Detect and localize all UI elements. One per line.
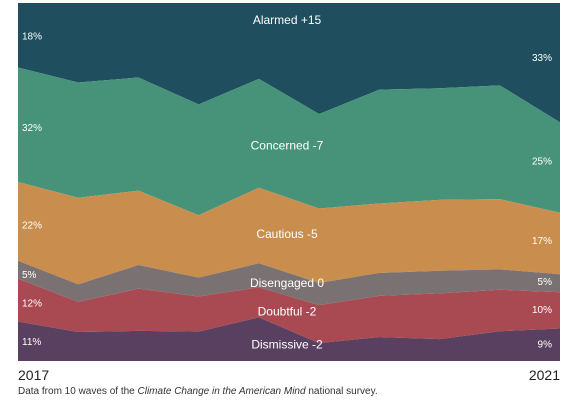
area-layers [18,3,560,361]
x-start-year-label: 2017 [18,367,49,383]
segment-label-cautious: Cautious -5 [256,227,318,241]
segment-label-dismissive: Dismissive -2 [251,337,323,351]
start-percent-alarmed: 18% [22,32,42,43]
start-percent-concerned: 32% [22,123,42,134]
end-percent-disengaged: 5% [538,277,553,288]
end-percent-alarmed: 33% [532,53,552,64]
source-footnote: Data from 10 waves of the Climate Change… [18,386,378,397]
start-percent-disengaged: 5% [22,270,37,281]
x-end-year-label: 2021 [529,367,560,383]
start-percent-doubtful: 12% [22,299,42,310]
segment-label-doubtful: Doubtful -2 [258,305,317,319]
segment-label-disengaged: Disengaged 0 [250,276,324,290]
start-percent-dismissive: 11% [22,337,41,348]
chart-labels: 18% 33% Alarmed +15 32% 25% Concerned -7 22% 17… [22,13,552,351]
area-concerned [18,67,560,216]
area-dismissive [18,317,560,361]
segment-label-concerned: Concerned -7 [251,139,324,153]
footnote-before: Data from 10 waves of the [18,386,138,397]
start-percent-cautious: 22% [22,221,42,232]
footnote-italic: Climate Change in the American Mind [137,386,306,397]
footnote-after: national survey. [305,386,378,397]
end-percent-concerned: 25% [532,156,552,167]
end-percent-doubtful: 10% [532,305,552,316]
area-cautious [18,182,560,285]
area-disengaged [18,260,560,306]
segment-label-alarmed: Alarmed +15 [253,13,322,27]
area-alarmed [18,3,560,123]
area-doubtful [18,278,560,344]
end-percent-dismissive: 9% [538,340,553,351]
end-percent-cautious: 17% [532,236,552,247]
